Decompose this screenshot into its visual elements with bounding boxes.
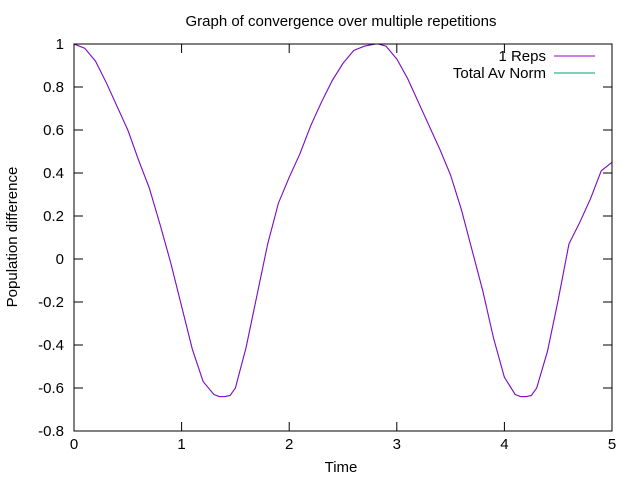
plot-frame: [73, 43, 613, 432]
series-line-total-av-norm: [73, 43, 613, 398]
x-tick-label: 3: [393, 436, 401, 453]
legend-label: 1 Reps: [498, 48, 546, 65]
y-axis-ticks: -0.8 -0.6 -0.4 -0.2 0 0.2 0.4 0.6 0.8 1: [38, 36, 612, 440]
y-tick-label: -0.8: [38, 423, 64, 440]
y-axis-label: Population difference: [4, 167, 21, 308]
y-tick-label: 1: [56, 36, 64, 53]
y-tick-label: 0.6: [43, 122, 64, 139]
y-tick-label: -0.2: [38, 294, 64, 311]
y-tick-label: 0.2: [43, 208, 64, 225]
x-tick-label: 4: [500, 436, 508, 453]
y-tick-label: 0: [56, 251, 64, 268]
series-line-1-reps: [73, 43, 613, 398]
series-layer: [73, 43, 613, 398]
y-tick-label: 0.8: [43, 79, 64, 96]
y-tick-label: -0.4: [38, 337, 64, 354]
y-tick-label: 0.4: [43, 165, 64, 182]
x-tick-label: 2: [285, 436, 293, 453]
x-axis-label: Time: [325, 459, 358, 476]
y-tick-label: -0.6: [38, 380, 64, 397]
x-tick-label: 0: [70, 436, 78, 453]
legend-label: Total Av Norm: [453, 65, 546, 82]
chart-title: Graph of convergence over multiple repet…: [185, 13, 496, 30]
x-tick-label: 1: [177, 436, 185, 453]
x-tick-label: 5: [608, 436, 616, 453]
